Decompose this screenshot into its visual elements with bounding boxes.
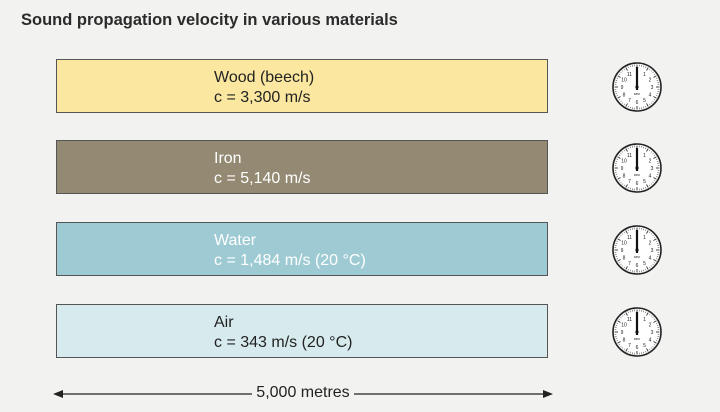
stopwatch-numeral: 9 bbox=[621, 85, 624, 91]
stopwatch-numeral: 9 bbox=[621, 248, 624, 254]
stopwatch-numeral: 2 bbox=[649, 159, 652, 165]
material-bar-wood: Wood (beech) c = 3,300 m/s bbox=[56, 59, 548, 113]
stopwatch-numeral: 6 bbox=[636, 263, 639, 269]
material-speed: c = 3,300 m/s bbox=[214, 89, 311, 106]
stopwatch-numeral: 10 bbox=[621, 323, 627, 329]
stopwatch-numeral: 1 bbox=[643, 317, 646, 323]
stopwatch-numeral: 11 bbox=[627, 317, 632, 323]
stopwatch-numeral: 7 bbox=[628, 179, 631, 185]
stopwatch-numeral: 11 bbox=[627, 235, 632, 241]
stopwatch-numeral: 6 bbox=[636, 181, 639, 187]
stopwatch-numeral: 9 bbox=[621, 330, 624, 336]
distance-label: 5,000 metres bbox=[252, 384, 354, 401]
stopwatch-numeral: 5 bbox=[643, 261, 646, 267]
stopwatch-numeral: 7 bbox=[628, 261, 631, 267]
stopwatch-numeral: 1 bbox=[643, 235, 646, 241]
stopwatch-numeral: 5 bbox=[643, 98, 646, 104]
stopwatch-icon: 11 10 9 8 7 6 5 4 3 2 1 sec bbox=[609, 139, 665, 195]
stopwatch-unit: sec bbox=[634, 336, 640, 341]
page-title: Sound propagation velocity in various ma… bbox=[21, 11, 398, 29]
stopwatch-numeral: 10 bbox=[621, 78, 627, 84]
stopwatch-numeral: 10 bbox=[621, 159, 627, 165]
stopwatch-numeral: 3 bbox=[651, 248, 654, 254]
stopwatch-numeral: 2 bbox=[649, 241, 652, 247]
material-bar-water: Water c = 1,484 m/s (20 °C) bbox=[56, 222, 548, 276]
stopwatch-numeral: 4 bbox=[649, 256, 652, 262]
stopwatch-numeral: 11 bbox=[627, 153, 632, 159]
stopwatch-numeral: 9 bbox=[621, 166, 624, 172]
material-speed: c = 5,140 m/s bbox=[214, 170, 311, 187]
stopwatch-numeral: 4 bbox=[649, 174, 652, 180]
distance-dimension: 5,000 metres bbox=[52, 380, 554, 408]
stopwatch-numeral: 3 bbox=[651, 330, 654, 336]
stopwatch-icon: 11 10 9 8 7 6 5 4 3 2 1 sec bbox=[609, 303, 665, 359]
stopwatch-numeral: 4 bbox=[649, 338, 652, 344]
stopwatch-unit: sec bbox=[634, 254, 640, 259]
stopwatch-numeral: 1 bbox=[643, 72, 646, 78]
stopwatch-unit: sec bbox=[634, 172, 640, 177]
material-bar-air: Air c = 343 m/s (20 °C) bbox=[56, 304, 548, 358]
stopwatch-numeral: 7 bbox=[628, 98, 631, 104]
stopwatch-numeral: 2 bbox=[649, 78, 652, 84]
material-speed: c = 1,484 m/s (20 °C) bbox=[214, 252, 366, 269]
stopwatch-numeral: 7 bbox=[628, 343, 631, 349]
stopwatch-numeral: 6 bbox=[636, 345, 639, 351]
stopwatch-numeral: 1 bbox=[643, 153, 646, 159]
material-bar-iron: Iron c = 5,140 m/s bbox=[56, 140, 548, 194]
stopwatch-numeral: 10 bbox=[621, 241, 627, 247]
stopwatch-numeral: 2 bbox=[649, 323, 652, 329]
stopwatch-numeral: 8 bbox=[623, 93, 626, 99]
stopwatch-numeral: 8 bbox=[623, 256, 626, 262]
material-name: Water bbox=[214, 232, 257, 249]
material-name: Iron bbox=[214, 150, 242, 167]
stopwatch-icon: 11 10 9 8 7 6 5 4 3 2 1 sec bbox=[609, 221, 665, 277]
material-name: Air bbox=[214, 314, 234, 331]
stopwatch-numeral: 6 bbox=[636, 100, 639, 106]
material-speed: c = 343 m/s (20 °C) bbox=[214, 334, 353, 351]
stopwatch-numeral: 5 bbox=[643, 343, 646, 349]
stopwatch-numeral: 8 bbox=[623, 174, 626, 180]
material-name: Wood (beech) bbox=[214, 69, 315, 86]
stopwatch-icon: 11 10 9 8 7 6 5 4 3 2 1 sec bbox=[609, 58, 665, 114]
stopwatch-numeral: 8 bbox=[623, 338, 626, 344]
stopwatch-numeral: 3 bbox=[651, 166, 654, 172]
stopwatch-unit: sec bbox=[634, 91, 640, 96]
stopwatch-numeral: 4 bbox=[649, 93, 652, 99]
stopwatch-numeral: 11 bbox=[627, 72, 632, 78]
stopwatch-numeral: 5 bbox=[643, 179, 646, 185]
stopwatch-numeral: 3 bbox=[651, 85, 654, 91]
